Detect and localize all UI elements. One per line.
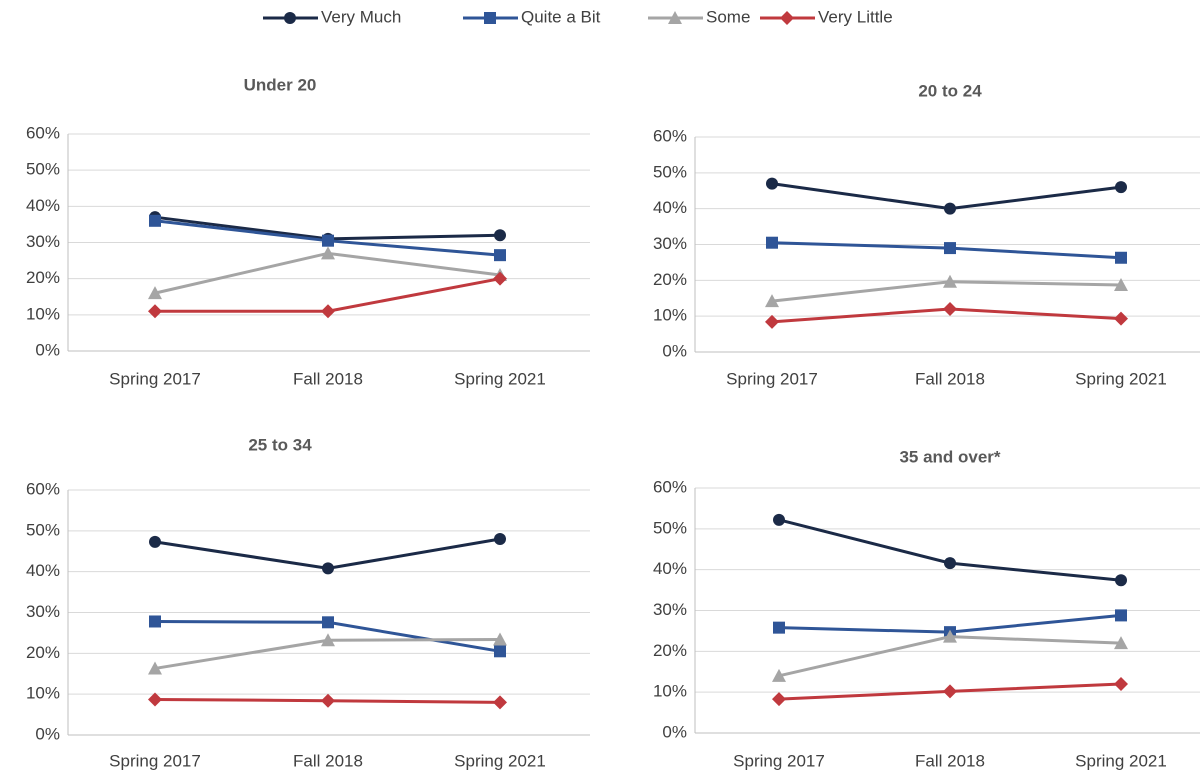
y-tick-label: 20% (26, 643, 60, 662)
point (1115, 609, 1127, 622)
point (494, 533, 506, 545)
point (322, 562, 334, 575)
point (1114, 311, 1128, 326)
point (765, 294, 779, 308)
y-tick-label: 0% (35, 724, 60, 743)
y-tick-label: 20% (653, 270, 687, 289)
point (766, 177, 778, 190)
legend-marker (484, 12, 496, 24)
point (943, 302, 957, 316)
point (943, 274, 957, 288)
x-tick-label: Fall 2018 (915, 751, 985, 770)
y-tick-label: 0% (662, 722, 687, 741)
legend-marker (780, 11, 794, 25)
y-tick-label: 30% (26, 232, 60, 251)
x-tick-label: Spring 2017 (733, 751, 825, 770)
point (149, 615, 161, 628)
point (321, 246, 335, 260)
point (773, 513, 785, 526)
y-tick-label: 60% (26, 479, 60, 498)
point (321, 633, 335, 647)
y-tick-label: 10% (653, 306, 687, 325)
point (1114, 277, 1128, 291)
x-tick-label: Spring 2021 (454, 369, 546, 388)
y-tick-label: 10% (26, 304, 60, 323)
x-tick-label: Spring 2021 (1075, 369, 1167, 388)
point (944, 202, 956, 215)
y-tick-label: 0% (35, 340, 60, 359)
point (943, 629, 957, 643)
y-tick-label: 30% (26, 602, 60, 621)
y-tick-label: 50% (26, 160, 60, 179)
point (148, 286, 162, 300)
x-tick-label: Fall 2018 (293, 751, 363, 770)
point (944, 242, 956, 255)
x-tick-label: Spring 2017 (109, 369, 201, 388)
y-tick-label: 30% (653, 234, 687, 253)
x-tick-label: Fall 2018 (915, 369, 985, 388)
legend-marker (284, 12, 296, 24)
x-tick-label: Spring 2021 (454, 751, 546, 770)
legend-label: Some (706, 7, 750, 26)
y-tick-label: 30% (653, 600, 687, 619)
y-tick-label: 10% (653, 682, 687, 701)
y-tick-label: 50% (26, 520, 60, 539)
chart-title: Under 20 (244, 75, 317, 94)
legend-label: Quite a Bit (521, 7, 601, 26)
x-tick-label: Fall 2018 (293, 369, 363, 388)
point (1114, 636, 1128, 650)
y-tick-label: 0% (662, 341, 687, 360)
point (944, 557, 956, 570)
y-tick-label: 10% (26, 684, 60, 703)
point (148, 304, 162, 319)
y-tick-label: 60% (653, 126, 687, 145)
point (149, 535, 161, 548)
y-tick-label: 20% (26, 268, 60, 287)
point (322, 616, 334, 629)
legend-marker (668, 11, 682, 24)
point (149, 214, 161, 227)
point (494, 645, 506, 658)
point (766, 236, 778, 249)
point (1115, 251, 1127, 264)
chart-title: 20 to 24 (918, 81, 982, 100)
point (493, 632, 507, 646)
y-tick-label: 60% (26, 123, 60, 142)
legend-label: Very Little (818, 7, 893, 26)
legend-label: Very Much (321, 7, 401, 26)
y-tick-label: 40% (26, 561, 60, 580)
point (494, 229, 506, 242)
y-tick-label: 60% (653, 477, 687, 496)
point (1115, 574, 1127, 587)
point (148, 692, 162, 707)
point (321, 693, 335, 708)
y-tick-label: 50% (653, 518, 687, 537)
x-tick-label: Spring 2017 (109, 751, 201, 770)
point (1114, 677, 1128, 691)
point (148, 661, 162, 675)
point (773, 621, 785, 634)
point (772, 692, 786, 707)
x-tick-label: Spring 2017 (726, 369, 818, 388)
point (493, 695, 507, 710)
y-tick-label: 20% (653, 641, 687, 660)
y-tick-label: 40% (26, 196, 60, 215)
chart-title: 25 to 34 (248, 435, 312, 454)
x-tick-label: Spring 2021 (1075, 751, 1167, 770)
point (1115, 181, 1127, 194)
point (943, 684, 957, 699)
point (765, 314, 779, 329)
point (493, 271, 507, 286)
point (321, 304, 335, 319)
point (322, 234, 334, 247)
chart-title: 35 and over* (899, 447, 1000, 466)
y-tick-label: 40% (653, 198, 687, 217)
y-tick-label: 40% (653, 559, 687, 578)
y-tick-label: 50% (653, 162, 687, 181)
point (494, 249, 506, 262)
point (772, 668, 786, 682)
